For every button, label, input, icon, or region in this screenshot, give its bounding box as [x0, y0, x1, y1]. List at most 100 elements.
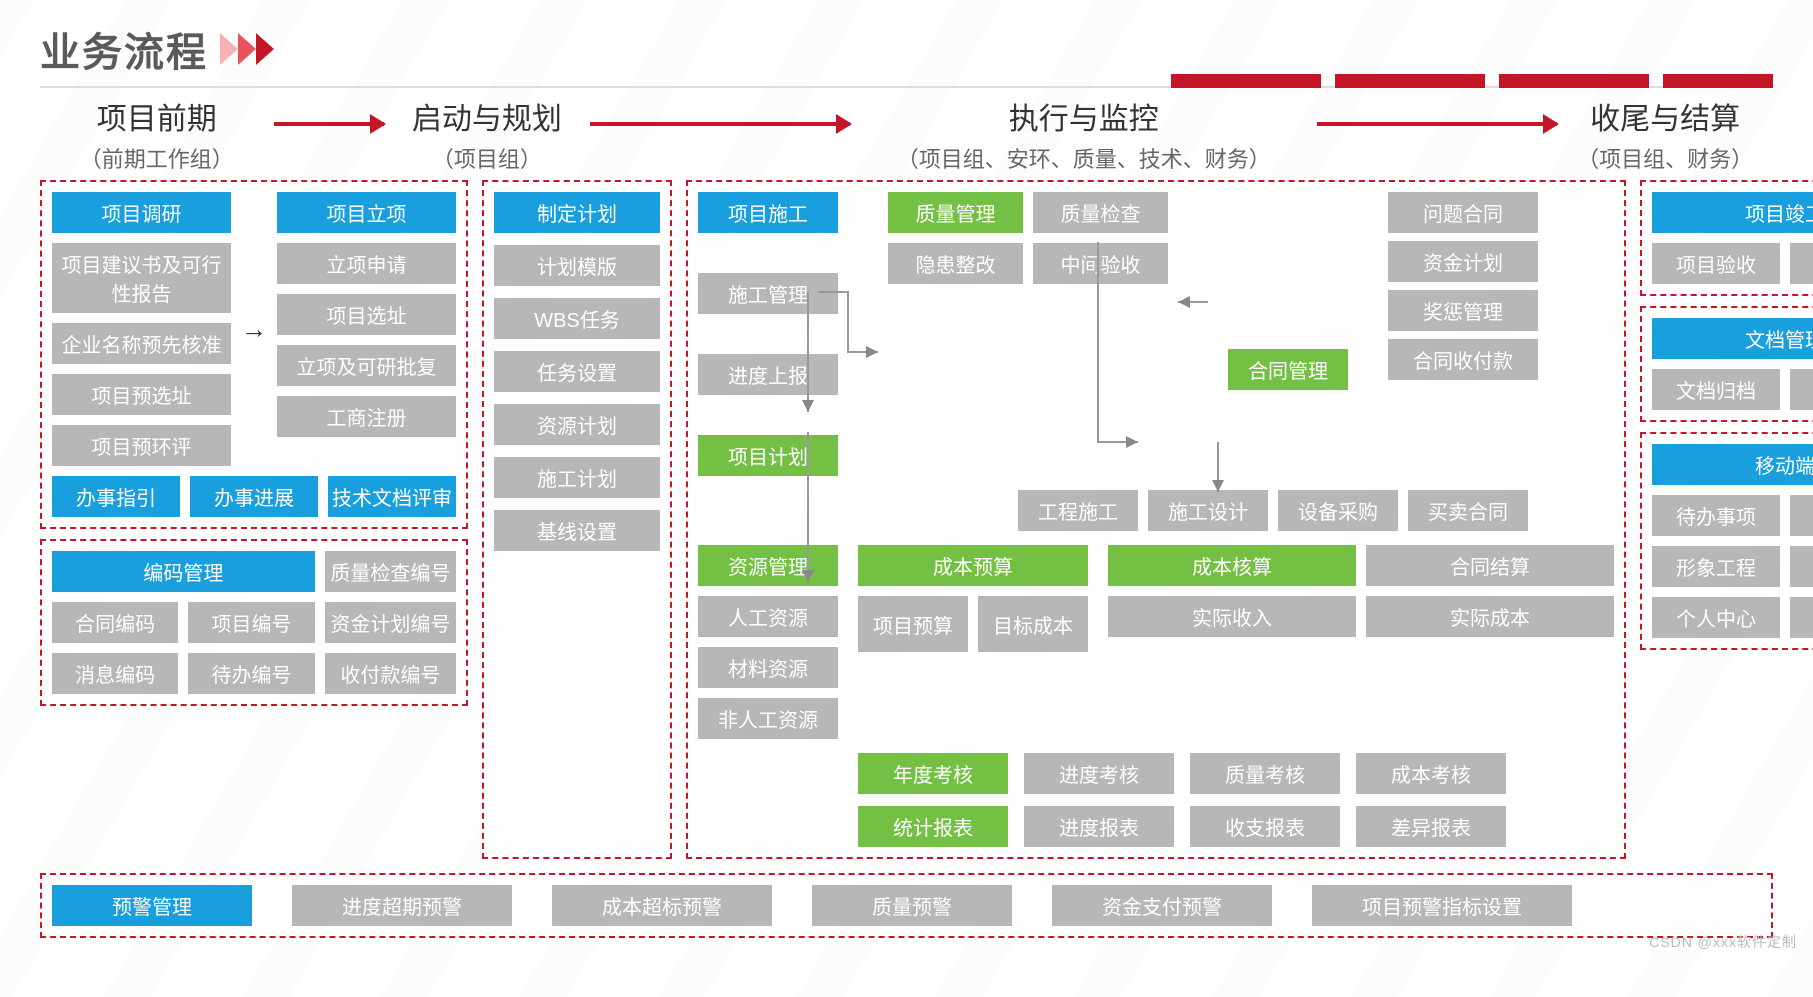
chevron-icon [220, 33, 238, 65]
chevron-icon [256, 33, 274, 65]
header-research: 项目调研 [52, 192, 231, 233]
group-quality: 质量管理 质量检查 隐患整改 中间验收 [888, 192, 1168, 476]
item: 合同结算 [1366, 545, 1614, 586]
coding-right: 质量检查编号 资金计划编号 收付款编号 [325, 551, 456, 694]
item: 立项申请 [277, 243, 456, 284]
red-bar [1335, 74, 1485, 88]
group-research: 项目调研 项目建议书及可行性报告 企业名称预先核准 项目预选址 项目预环评 [52, 192, 231, 466]
panel-preproject: 项目调研 项目建议书及可行性报告 企业名称预先核准 项目预选址 项目预环评 → … [40, 180, 468, 529]
item: 成本考核 [1356, 753, 1506, 794]
item: 问题合同 [1388, 192, 1538, 233]
header-makeplan: 制定计划 [494, 192, 660, 233]
item: 文档评审 [1790, 369, 1813, 410]
item: 项目移交 [1790, 243, 1813, 284]
item: 项目建议书及可行性报告 [52, 243, 231, 313]
item: 项目预选址 [52, 374, 231, 415]
phase: 收尾与结算 （项目组、财务） [1557, 94, 1773, 174]
red-bar [1499, 74, 1649, 88]
item: 资金支付预警 [1052, 885, 1272, 926]
row-midgray: 工程施工 施工设计 设备采购 买卖合同 [1018, 490, 1614, 531]
item: 消息编码 [52, 653, 178, 694]
phase-title: 执行与监控 [850, 94, 1317, 138]
group-resource: 资源管理 人工资源 材料资源 非人工资源 [698, 545, 838, 739]
col-closeout: 项目竣工 项目验收 项目移交 文档管理 文档归档 文档评审 移动端 待办事项消息… [1640, 180, 1813, 859]
header-coding: 编码管理 [52, 551, 315, 592]
item: 非人工资源 [698, 698, 838, 739]
phase: 执行与监控 （项目组、安环、质量、技术、财务） [850, 94, 1317, 174]
decor-red-bars [1171, 74, 1773, 88]
item: 任务设置 [494, 351, 660, 392]
item: 资金计划编号 [325, 602, 456, 643]
header-assess: 年度考核 [858, 753, 1008, 794]
phase-subtitle: （项目组） [384, 142, 591, 174]
item: 基线设置 [494, 510, 660, 551]
item: 待办事项 [1652, 495, 1780, 536]
item: 合同编码 [52, 602, 178, 643]
header-contract: 合同管理 [1228, 349, 1348, 390]
item: 设备采购 [1278, 490, 1398, 531]
item: 质量预警 [812, 885, 1012, 926]
item: 办事指引 [52, 476, 180, 517]
item: 工商注册 [277, 396, 456, 437]
header-budget: 成本预算 [858, 545, 1088, 586]
red-bar [1171, 74, 1321, 88]
item: 质量检查 [1033, 192, 1168, 233]
group-construction: 项目施工 施工管理 进度上报 项目计划 [698, 192, 838, 476]
col-preproject: 项目调研 项目建议书及可行性报告 企业名称预先核准 项目预选址 项目预环评 → … [40, 180, 468, 859]
item: 买卖合同 [1408, 490, 1528, 531]
item: 奖惩管理 [1388, 290, 1538, 331]
panel-coding: 编码管理 合同编码 项目编号 消息编码 待办编号 质量检查编号 资金计划编号 [40, 539, 468, 706]
arrow-right-icon [274, 122, 384, 126]
phase: 项目前期 （前期工作组） [40, 94, 274, 174]
header-doc: 文档管理 [1652, 318, 1813, 359]
panel-complete: 项目竣工 项目验收 项目移交 [1640, 180, 1813, 296]
phase-header-row: 项目前期 （前期工作组） 启动与规划 （项目组） 执行与监控 （项目组、安环、质… [40, 94, 1773, 174]
header-quality: 质量管理 [888, 192, 1023, 233]
main-grid: 项目调研 项目建议书及可行性报告 企业名称预先核准 项目预选址 项目预环评 → … [40, 180, 1773, 859]
item: 进度上报 [698, 354, 838, 395]
item: 合同收付款 [1388, 339, 1538, 380]
phase-subtitle: （前期工作组） [40, 142, 274, 174]
item: 差异报表 [1356, 806, 1506, 847]
group-contract-head: 合同管理 [1228, 192, 1348, 476]
item: 项目编号 [188, 602, 314, 643]
phase-subtitle: （项目组、财务） [1557, 142, 1773, 174]
item: 计划模版 [494, 245, 660, 286]
group-approval: 项目立项 立项申请 项目选址 立项及可研批复 工商注册 [277, 192, 456, 466]
item: 人工资源 [698, 596, 838, 637]
group-budget: 成本预算 项目预算 目标成本 [858, 545, 1088, 739]
item: 项目预环评 [52, 425, 231, 466]
item: 待办编号 [188, 653, 314, 694]
phase-title: 收尾与结算 [1557, 94, 1773, 138]
item: 收支报表 [1190, 806, 1340, 847]
item: 办事进展 [190, 476, 318, 517]
group-costacct: 成本核算 合同结算 实际收入 实际成本 [1108, 545, 1614, 739]
item: 项目验收 [1652, 243, 1780, 284]
item: 档案管理 [1790, 546, 1813, 587]
header-complete: 项目竣工 [1652, 192, 1813, 233]
item: 技术文档评审 [328, 476, 456, 517]
item: 工程施工 [1018, 490, 1138, 531]
page-title: 业务流程 [40, 20, 208, 78]
phase-title: 启动与规划 [384, 94, 591, 138]
panel-alert: 预警管理 进度超期预警 成本超标预警 质量预警 资金支付预警 项目预警指标设置 [40, 873, 1773, 938]
item: 隐患整改 [888, 243, 1023, 284]
item: 质量考核 [1190, 753, 1340, 794]
item: 文档归档 [1652, 369, 1780, 410]
watermark-text: CSDN @xxx软件定制 [1649, 932, 1797, 952]
coding-left: 编码管理 合同编码 项目编号 消息编码 待办编号 [52, 551, 315, 694]
chevron-icon [238, 33, 256, 65]
title-chevrons [220, 33, 274, 65]
item: 进度超期预警 [292, 885, 512, 926]
red-bar [1663, 74, 1773, 88]
header-construction: 项目施工 [698, 192, 838, 233]
row-assess: 年度考核 进度考核 质量考核 成本考核 [858, 753, 1614, 794]
item: 个人中心 [1652, 597, 1780, 638]
item: WBS任务 [494, 298, 660, 339]
item: 资金计划 [1388, 241, 1538, 282]
item: 进度考核 [1024, 753, 1174, 794]
item: 收付款编号 [325, 653, 456, 694]
header-resource: 资源管理 [698, 545, 838, 586]
header-report: 统计报表 [858, 806, 1008, 847]
item: 实际收入 [1108, 596, 1356, 637]
